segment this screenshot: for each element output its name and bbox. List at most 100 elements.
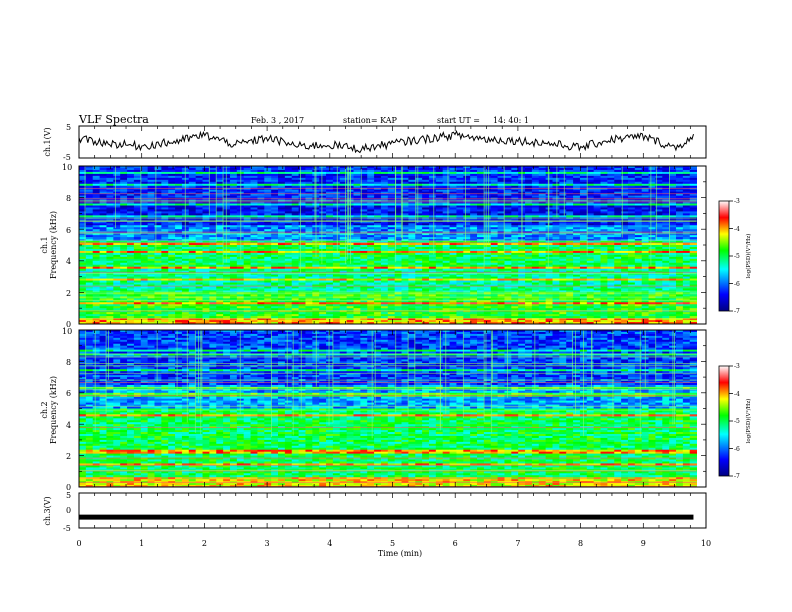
spectrogram-cell (408, 189, 416, 193)
spectrogram-cell (250, 243, 258, 246)
spectrogram-cell (360, 183, 368, 187)
spectrogram-cell (229, 235, 238, 238)
spectrogram-cell (525, 166, 533, 169)
spectrogram-cell (168, 175, 176, 179)
spectrogram-cell (202, 225, 210, 228)
spectrogram-cell (573, 193, 581, 197)
spectrogram-cell (559, 205, 567, 208)
spectrogram-cell (442, 175, 450, 179)
spectrogram-cell (490, 215, 498, 218)
spectrogram-cell (305, 221, 313, 224)
spectrogram-cell (85, 173, 94, 177)
spectrogram-cell (243, 189, 251, 193)
spectrogram-cell (106, 225, 114, 228)
spectrogram-cell (305, 193, 313, 197)
spectrogram-cell (181, 245, 190, 248)
spectrogram-cell (573, 233, 581, 236)
spectrogram-cell (559, 195, 567, 199)
spectrogram-cell (579, 237, 588, 240)
spectrogram-cell (250, 166, 258, 169)
spectrogram-cell (209, 235, 217, 238)
spectrogram-cell (415, 235, 423, 238)
spectrogram-cell (435, 205, 444, 208)
spectrogram-cell (175, 245, 183, 248)
spectrogram-cell (154, 235, 162, 238)
spectrogram-cell (161, 175, 169, 179)
spectrogram-cell (92, 189, 100, 193)
spectrogram-cell (387, 237, 396, 240)
spectrogram-cell (525, 221, 533, 224)
spectrogram-cell (106, 213, 114, 216)
spectrogram-cell (634, 195, 643, 199)
spectrogram-cell (284, 207, 293, 210)
spectrogram-cell (538, 169, 547, 173)
spectrogram-cell (380, 166, 389, 169)
spectrogram-cell (332, 213, 341, 216)
spectrogram-cell (662, 201, 670, 204)
spectrogram-cell (525, 215, 533, 218)
spectrogram-cell (202, 175, 210, 179)
spectrogram-cell (188, 203, 197, 206)
spectrogram-cell (229, 217, 238, 220)
spectrogram-cell (477, 203, 485, 206)
spectrogram-cell (278, 177, 286, 181)
spectrogram-cell (477, 179, 485, 183)
spectrogram-cell (223, 179, 231, 183)
spectrogram-cell (463, 227, 471, 230)
spectrogram-cell (291, 207, 299, 210)
spectrogram-cell (449, 217, 457, 220)
spectrogram-cell (408, 173, 416, 177)
spectrogram-cell (264, 189, 272, 193)
spectrogram-cell (161, 169, 169, 173)
spectrogram-cell (525, 229, 533, 232)
spectrogram-cell (168, 241, 176, 244)
spectrogram-cell (559, 169, 567, 173)
spectrogram-cell (216, 233, 224, 236)
spectrogram-cell (106, 201, 114, 204)
spectrogram-cell (682, 209, 691, 212)
spectrogram-cell (442, 166, 450, 169)
spectrogram-cell (305, 243, 313, 246)
spectrogram-cell (497, 213, 505, 216)
spectrogram-cell (655, 203, 663, 206)
spectrogram-cell (195, 173, 203, 177)
spectrogram-cell (127, 229, 135, 232)
spectrogram-cell (147, 213, 155, 216)
spectrogram-cell (85, 235, 94, 238)
spectrogram-cell (689, 169, 697, 173)
spectrogram-cell (689, 195, 697, 199)
spectrogram-cell (360, 237, 368, 240)
spectrogram-cell (380, 203, 389, 206)
spectrogram-cell (456, 233, 464, 236)
spectrogram-cell (374, 229, 382, 232)
spectrogram-cell (463, 205, 471, 208)
spectrogram-cell (627, 179, 636, 183)
spectrogram-cell (140, 177, 149, 181)
spectrogram-cell (229, 225, 238, 228)
spectrogram-cell (353, 195, 361, 199)
spectrogram-cell (662, 235, 670, 238)
spectrogram-cell (442, 171, 450, 175)
spectrogram-cell (600, 175, 608, 179)
spectrogram-cell (477, 237, 485, 240)
spectrogram-cell (538, 203, 547, 206)
spectrogram-cell (367, 203, 375, 206)
spectrogram-cell (367, 215, 375, 218)
spectrogram-cell (360, 209, 368, 212)
spectrogram-cell (154, 167, 162, 171)
spectrogram-cell (490, 213, 498, 216)
spectrogram-cell (573, 183, 581, 187)
spectrogram-cell (669, 177, 677, 181)
spectrogram-cell (415, 243, 423, 246)
spectrogram-cell (531, 211, 540, 214)
spectrogram-cell (278, 221, 286, 224)
spectrogram-cell (154, 213, 162, 216)
spectrogram-cell (394, 215, 402, 218)
spectrogram-cell (147, 205, 155, 208)
spectrogram-cell (380, 183, 389, 187)
spectrogram-cell (552, 185, 560, 189)
spectrogram-cell (257, 221, 265, 224)
spectrogram-cell (477, 171, 485, 175)
spectrogram-cell (120, 217, 128, 220)
spectrogram-cell (408, 203, 416, 206)
